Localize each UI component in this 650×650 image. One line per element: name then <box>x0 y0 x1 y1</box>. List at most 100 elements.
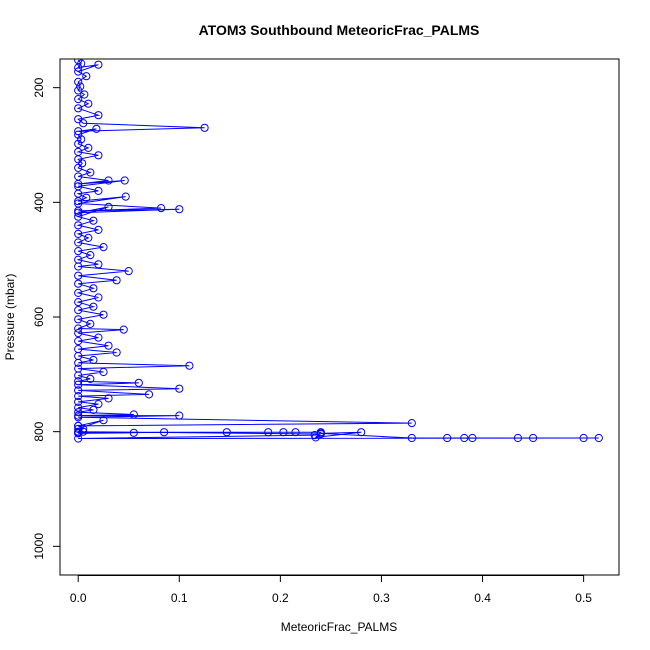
data-point <box>74 315 83 324</box>
data-point <box>222 428 231 437</box>
data-point <box>74 130 83 139</box>
data-point <box>104 202 113 211</box>
x-tick-label: 0.4 <box>474 591 491 605</box>
data-point <box>99 367 108 377</box>
x-tick-label: 0.0 <box>70 591 87 605</box>
data-point <box>89 302 98 311</box>
data-point <box>291 428 300 437</box>
data-point <box>74 329 83 338</box>
data-point <box>74 371 83 380</box>
data-point <box>74 67 83 76</box>
data-point <box>92 124 101 133</box>
data-point <box>76 82 85 91</box>
data-point <box>74 63 83 72</box>
data-point <box>74 324 83 333</box>
data-point <box>80 90 89 99</box>
data-point <box>79 119 88 128</box>
data-point <box>468 433 477 443</box>
data-point <box>82 72 91 81</box>
data-point <box>407 419 416 428</box>
y-axis: 200 400 600 800 1000 <box>32 77 60 560</box>
data-point <box>77 135 86 144</box>
data-point <box>121 192 130 201</box>
data-point <box>84 143 93 152</box>
data-point <box>74 413 83 422</box>
data-point <box>74 421 83 430</box>
data-point <box>175 384 184 393</box>
series-line <box>76 59 599 439</box>
data-point <box>112 348 121 357</box>
data-point <box>119 325 128 334</box>
data-point <box>84 99 93 108</box>
data-point <box>74 262 83 271</box>
data-point <box>74 247 83 256</box>
data-point <box>74 271 83 280</box>
data-point <box>74 358 83 367</box>
data-point <box>74 306 83 315</box>
data-point <box>579 433 588 443</box>
data-point <box>89 405 98 414</box>
data-point <box>99 243 108 252</box>
data-point <box>74 139 83 148</box>
data-point <box>74 221 83 230</box>
y-axis-label: Pressure (mbar) <box>3 274 17 361</box>
data-point <box>94 293 103 302</box>
data-point <box>94 400 103 409</box>
data-point <box>157 204 166 213</box>
data-point <box>99 310 108 319</box>
data-point <box>74 163 83 172</box>
data-point <box>94 186 103 195</box>
data-point <box>99 416 108 425</box>
data-point <box>264 428 273 437</box>
data-point <box>134 378 143 387</box>
data-point <box>74 208 83 217</box>
data-point <box>74 86 83 95</box>
data-point <box>129 428 138 437</box>
data-point <box>124 267 133 276</box>
data-point <box>94 111 103 120</box>
data-point <box>175 205 184 214</box>
data-point <box>104 176 113 185</box>
data-point <box>94 151 103 160</box>
data-point <box>74 229 83 238</box>
data-point <box>160 428 169 437</box>
data-point <box>74 115 83 124</box>
data-point <box>89 355 98 365</box>
y-tick-label: 1000 <box>32 533 46 560</box>
data-point <box>357 428 366 437</box>
data-point <box>185 361 194 370</box>
data-point <box>104 394 113 403</box>
y-tick-label: 800 <box>32 421 46 441</box>
data-point <box>82 193 91 202</box>
data-point <box>74 197 83 206</box>
x-tick-label: 0.3 <box>373 591 390 605</box>
data-point <box>86 168 95 177</box>
data-point <box>74 380 83 389</box>
data-point <box>74 238 83 247</box>
data-point <box>94 333 103 342</box>
data-point <box>74 337 83 346</box>
data-point <box>94 60 103 69</box>
data-point <box>120 176 129 185</box>
y-tick-label: 600 <box>32 307 46 327</box>
y-tick-label: 200 <box>32 77 46 97</box>
data-point <box>407 433 416 443</box>
data-point <box>316 429 325 439</box>
data-point <box>74 77 83 87</box>
y-tick-label: 400 <box>32 192 46 212</box>
x-axis: 0.0 0.1 0.2 0.3 0.4 0.5 <box>70 575 592 605</box>
data-point <box>94 260 103 269</box>
data-point <box>310 431 319 440</box>
data-point <box>104 341 113 350</box>
data-point <box>74 95 83 104</box>
data-point <box>529 433 538 443</box>
data-point <box>144 390 154 399</box>
chart-title: ATOM3 Southbound MeteoricFrac_PALMS <box>199 22 480 38</box>
data-point <box>86 251 95 260</box>
data-point <box>443 433 452 443</box>
data-point <box>74 179 83 189</box>
x-tick-label: 0.5 <box>575 591 592 605</box>
data-point <box>200 123 209 132</box>
data-point <box>86 319 95 328</box>
